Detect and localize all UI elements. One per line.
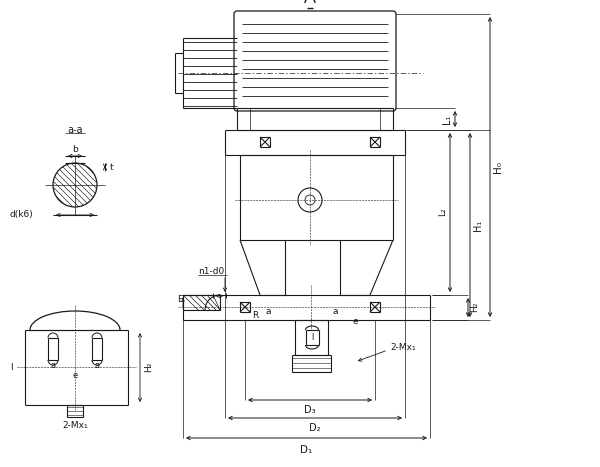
Text: D₃: D₃ xyxy=(304,405,316,415)
Text: n1-d0: n1-d0 xyxy=(198,268,224,276)
Circle shape xyxy=(53,163,97,207)
Text: L₁: L₁ xyxy=(442,114,452,124)
Text: a: a xyxy=(332,307,338,317)
Text: E: E xyxy=(177,296,183,304)
Text: a-a: a-a xyxy=(67,125,83,135)
Text: a: a xyxy=(265,307,271,317)
Text: 2-Mx₁: 2-Mx₁ xyxy=(390,344,416,353)
Text: H₂: H₂ xyxy=(470,302,479,312)
Text: H₀: H₀ xyxy=(493,161,503,173)
Text: b: b xyxy=(72,146,78,155)
Text: H₂: H₂ xyxy=(145,362,154,372)
Text: a: a xyxy=(94,361,100,369)
Text: R: R xyxy=(252,311,258,319)
Text: D₁: D₁ xyxy=(300,445,312,455)
Text: 2-Mx₁: 2-Mx₁ xyxy=(62,420,88,430)
Text: H₁: H₁ xyxy=(473,219,483,231)
Text: D₂: D₂ xyxy=(309,423,321,433)
Text: e: e xyxy=(73,370,77,380)
Text: l: l xyxy=(311,333,313,342)
Text: L₂: L₂ xyxy=(439,208,448,216)
Text: d(k6): d(k6) xyxy=(9,211,33,219)
Text: a: a xyxy=(50,361,56,369)
Text: e: e xyxy=(352,318,358,326)
Text: t: t xyxy=(110,163,114,171)
Text: l: l xyxy=(10,362,13,372)
FancyBboxPatch shape xyxy=(234,11,396,111)
